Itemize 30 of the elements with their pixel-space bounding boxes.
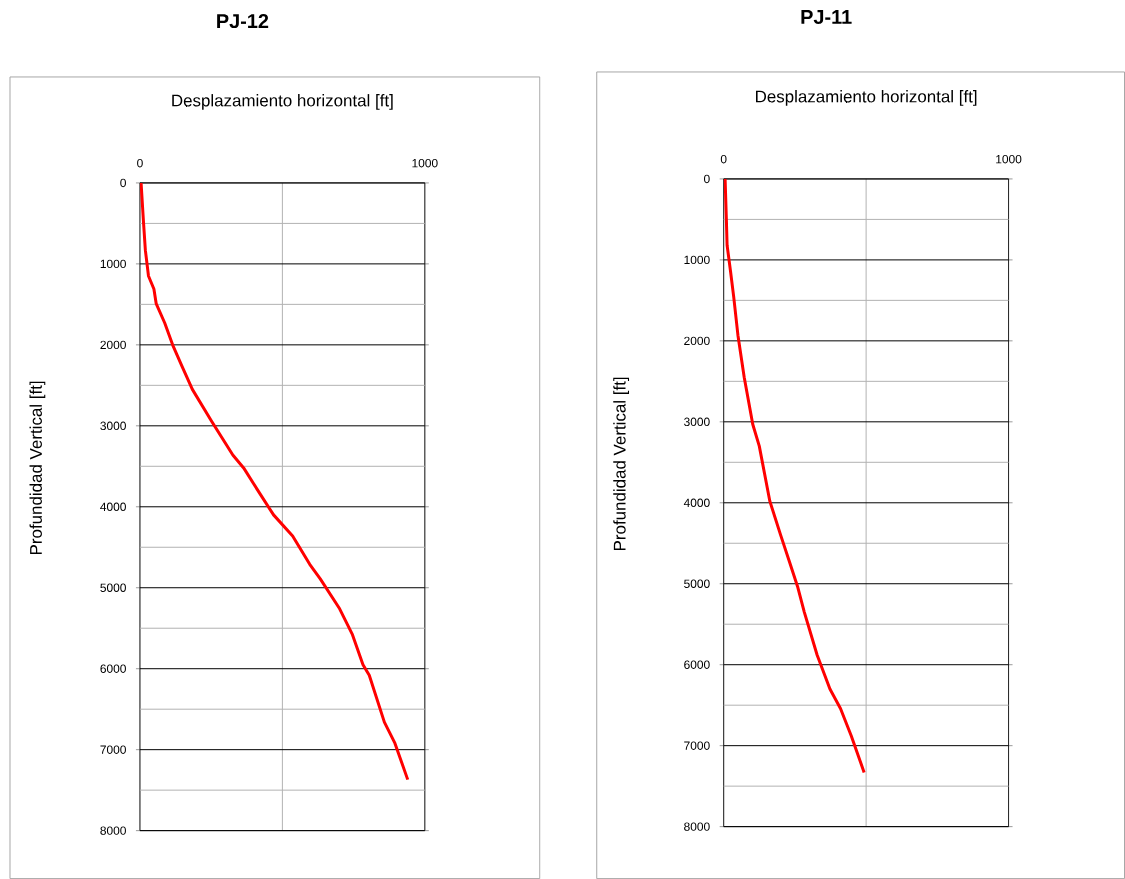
y-tick-label: 2000: [684, 336, 710, 346]
y-tick-label: 7000: [100, 745, 126, 754]
x-axis-title: Desplazamiento horizontal [ft]: [756, 90, 977, 106]
y-axis-title: Profundidad Vertical [ft]: [29, 381, 46, 554]
chart-title: PJ-12: [217, 13, 269, 29]
y-tick-label: 6000: [684, 660, 710, 669]
y-tick-label: 7000: [684, 741, 710, 750]
y-tick-label: 4000: [683, 498, 710, 507]
y-tick-label: 3000: [100, 421, 126, 430]
chart-title: PJ-11: [801, 10, 852, 24]
y-axis-title: Profundidad Vertical [ft]: [613, 377, 630, 550]
y-tick-label: 1000: [684, 255, 710, 265]
y-tick-label: 1000: [100, 259, 126, 269]
y-tick-label: 5000: [100, 583, 126, 592]
x-tick-label: 0: [720, 154, 727, 164]
line-series: [139, 182, 410, 782]
x-tick-label: 1000: [996, 154, 1022, 164]
y-tick-label: 8000: [684, 822, 710, 831]
x-tick-label: 0: [137, 158, 143, 168]
y-tick-label: 3000: [684, 417, 710, 426]
line-series: [723, 178, 866, 774]
y-tick-label: 0: [703, 174, 710, 184]
y-tick-label: 2000: [100, 340, 126, 350]
y-tick-label: 8000: [100, 826, 126, 835]
y-tick-label: 0: [120, 178, 126, 188]
y-tick-label: 6000: [100, 664, 126, 673]
x-axis-title: Desplazamiento horizontal [ft]: [172, 94, 393, 110]
y-tick-label: 5000: [684, 579, 710, 588]
y-tick-label: 4000: [100, 502, 126, 511]
x-tick-label: 1000: [412, 158, 438, 168]
